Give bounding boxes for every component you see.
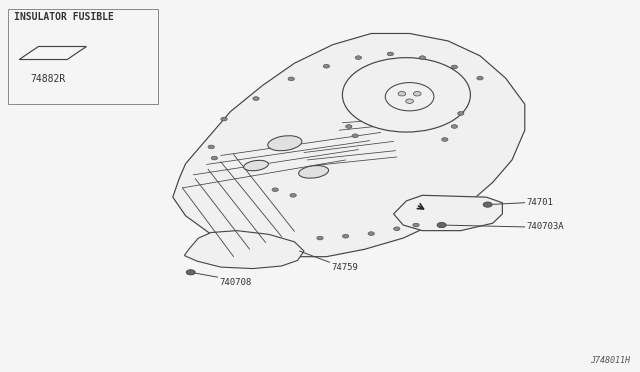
Circle shape: [317, 236, 323, 240]
Polygon shape: [184, 231, 304, 269]
Circle shape: [288, 77, 294, 81]
Circle shape: [355, 56, 362, 60]
Text: 74882R: 74882R: [30, 74, 66, 84]
Circle shape: [272, 188, 278, 192]
Circle shape: [419, 56, 426, 60]
Circle shape: [352, 134, 358, 138]
Circle shape: [342, 234, 349, 238]
Circle shape: [442, 138, 448, 141]
Text: 74759: 74759: [332, 263, 358, 272]
Circle shape: [211, 156, 218, 160]
Circle shape: [290, 193, 296, 197]
Polygon shape: [173, 33, 525, 257]
Ellipse shape: [268, 136, 302, 151]
Circle shape: [398, 92, 406, 96]
Circle shape: [437, 222, 446, 228]
Circle shape: [221, 117, 227, 121]
Text: 74701: 74701: [526, 198, 553, 207]
Text: 740708: 740708: [220, 278, 252, 287]
Circle shape: [413, 223, 419, 227]
Ellipse shape: [299, 166, 328, 178]
Circle shape: [346, 125, 352, 128]
Circle shape: [451, 65, 458, 69]
Circle shape: [394, 227, 400, 231]
Polygon shape: [394, 195, 502, 231]
Circle shape: [253, 97, 259, 100]
Circle shape: [458, 112, 464, 115]
Circle shape: [451, 125, 458, 128]
Ellipse shape: [244, 160, 268, 171]
Circle shape: [323, 64, 330, 68]
FancyBboxPatch shape: [8, 9, 158, 104]
Circle shape: [406, 99, 413, 103]
Circle shape: [477, 76, 483, 80]
Circle shape: [385, 83, 434, 111]
Circle shape: [208, 145, 214, 149]
Circle shape: [368, 232, 374, 235]
Text: INSULATOR FUSIBLE: INSULATOR FUSIBLE: [14, 12, 114, 22]
Text: 740703A: 740703A: [526, 222, 564, 231]
Circle shape: [387, 52, 394, 56]
Circle shape: [413, 92, 421, 96]
Circle shape: [186, 270, 195, 275]
Circle shape: [342, 58, 470, 132]
Text: J748011H: J748011H: [590, 356, 630, 365]
Circle shape: [483, 202, 492, 207]
